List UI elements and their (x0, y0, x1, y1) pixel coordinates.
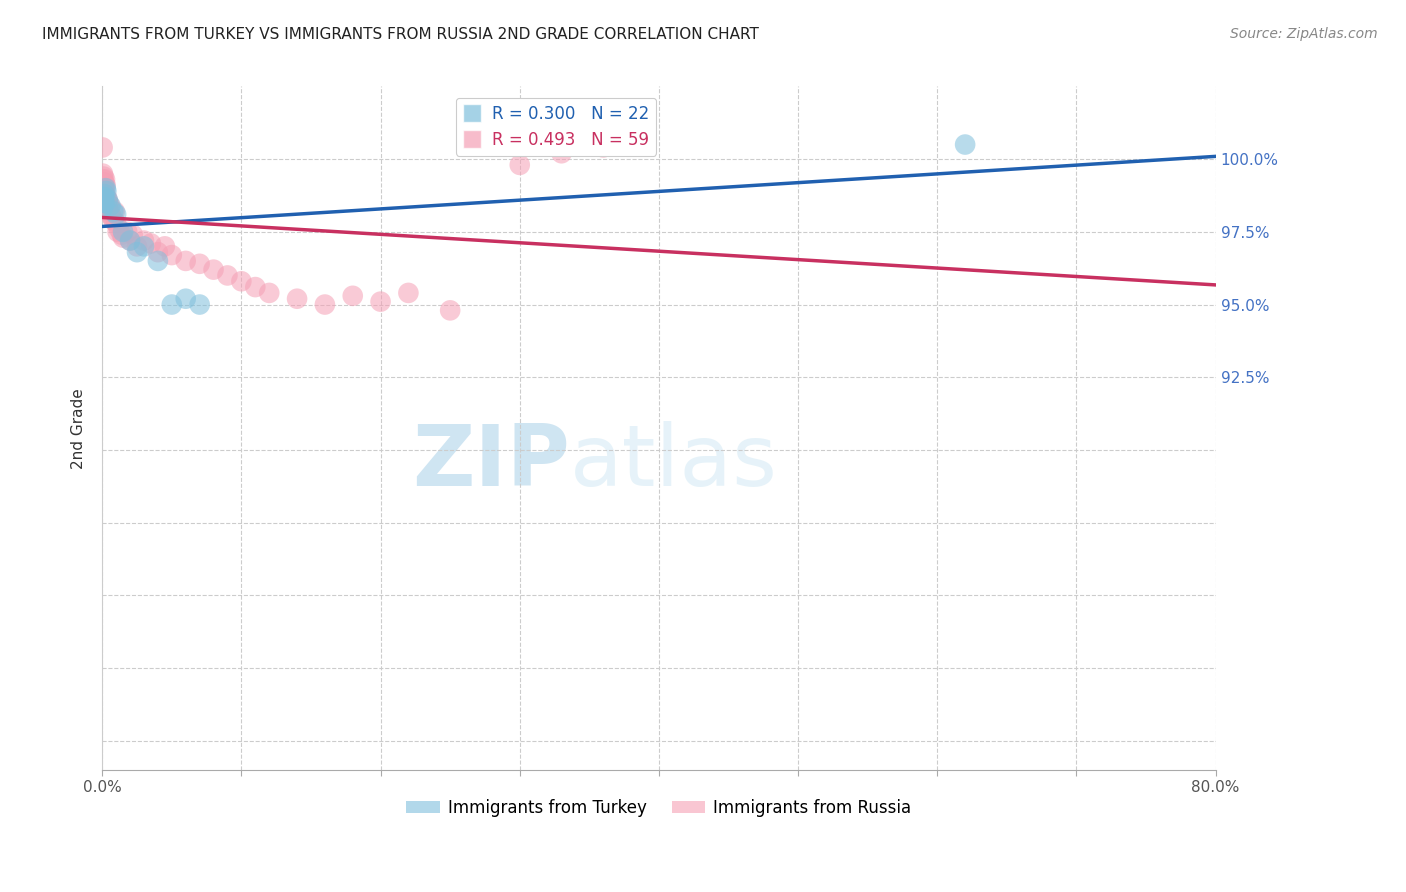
Point (94, 195, 117, 210)
Point (94, 190, 117, 204)
Point (153, 239, 176, 253)
Y-axis label: 2nd Grade: 2nd Grade (72, 388, 86, 468)
Point (91, 172, 114, 186)
Point (96, 199, 118, 213)
Point (146, 253, 169, 268)
Point (98, 199, 121, 213)
Point (592, 140, 614, 154)
Point (93, 169, 115, 184)
Point (125, 245, 148, 260)
Point (93, 186, 115, 201)
Point (96, 195, 118, 210)
Point (96, 184, 118, 198)
Point (953, 137, 976, 152)
Point (439, 303, 461, 318)
Point (93, 193, 115, 207)
Point (93, 186, 115, 201)
Point (121, 227, 143, 242)
Point (314, 297, 336, 311)
Point (146, 245, 169, 260)
Point (112, 230, 135, 244)
Point (481, 137, 503, 152)
Text: Source: ZipAtlas.com: Source: ZipAtlas.com (1230, 27, 1378, 41)
Point (96, 190, 118, 204)
Point (101, 211, 124, 225)
Point (245, 280, 267, 294)
Point (257, 285, 280, 300)
Point (97, 195, 120, 210)
Point (93, 178, 115, 193)
Point (94, 178, 117, 193)
Point (139, 236, 162, 251)
Point (342, 289, 364, 303)
Point (125, 239, 148, 253)
Point (160, 248, 183, 262)
Point (100, 199, 122, 213)
Text: ZIP: ZIP (412, 421, 569, 504)
Point (174, 253, 197, 268)
Point (98, 204, 121, 219)
Point (132, 239, 155, 253)
Point (118, 234, 141, 248)
Point (105, 207, 128, 221)
Point (93, 190, 115, 204)
Point (91, 167, 114, 181)
Point (100, 207, 122, 221)
Point (132, 234, 155, 248)
Point (93, 178, 115, 193)
Point (174, 292, 197, 306)
Point (160, 297, 183, 311)
Point (112, 225, 135, 239)
Point (93, 175, 115, 189)
Point (96, 193, 118, 207)
Point (91, 140, 114, 154)
Text: atlas: atlas (569, 421, 778, 504)
Point (231, 274, 253, 288)
Point (550, 146, 572, 161)
Point (91, 195, 114, 210)
Point (91, 202, 114, 216)
Point (285, 292, 308, 306)
Point (188, 297, 211, 311)
Point (107, 225, 129, 239)
Point (103, 213, 125, 227)
Point (370, 294, 392, 309)
Point (104, 204, 127, 219)
Point (93, 181, 115, 195)
Point (117, 225, 139, 239)
Point (111, 227, 134, 242)
Point (217, 268, 239, 283)
Point (103, 204, 125, 219)
Legend: Immigrants from Turkey, Immigrants from Russia: Immigrants from Turkey, Immigrants from … (399, 792, 918, 823)
Point (93, 175, 115, 189)
Point (188, 257, 211, 271)
Point (105, 216, 128, 230)
Point (509, 158, 531, 172)
Point (94, 172, 117, 186)
Text: IMMIGRANTS FROM TURKEY VS IMMIGRANTS FROM RUSSIA 2ND GRADE CORRELATION CHART: IMMIGRANTS FROM TURKEY VS IMMIGRANTS FRO… (42, 27, 759, 42)
Point (118, 234, 141, 248)
Point (202, 262, 225, 277)
Point (93, 181, 115, 195)
Point (94, 181, 117, 195)
Point (97, 202, 120, 216)
Point (93, 190, 115, 204)
Point (396, 285, 419, 300)
Point (108, 222, 131, 236)
Point (97, 193, 120, 207)
Point (94, 193, 117, 207)
Point (93, 184, 115, 198)
